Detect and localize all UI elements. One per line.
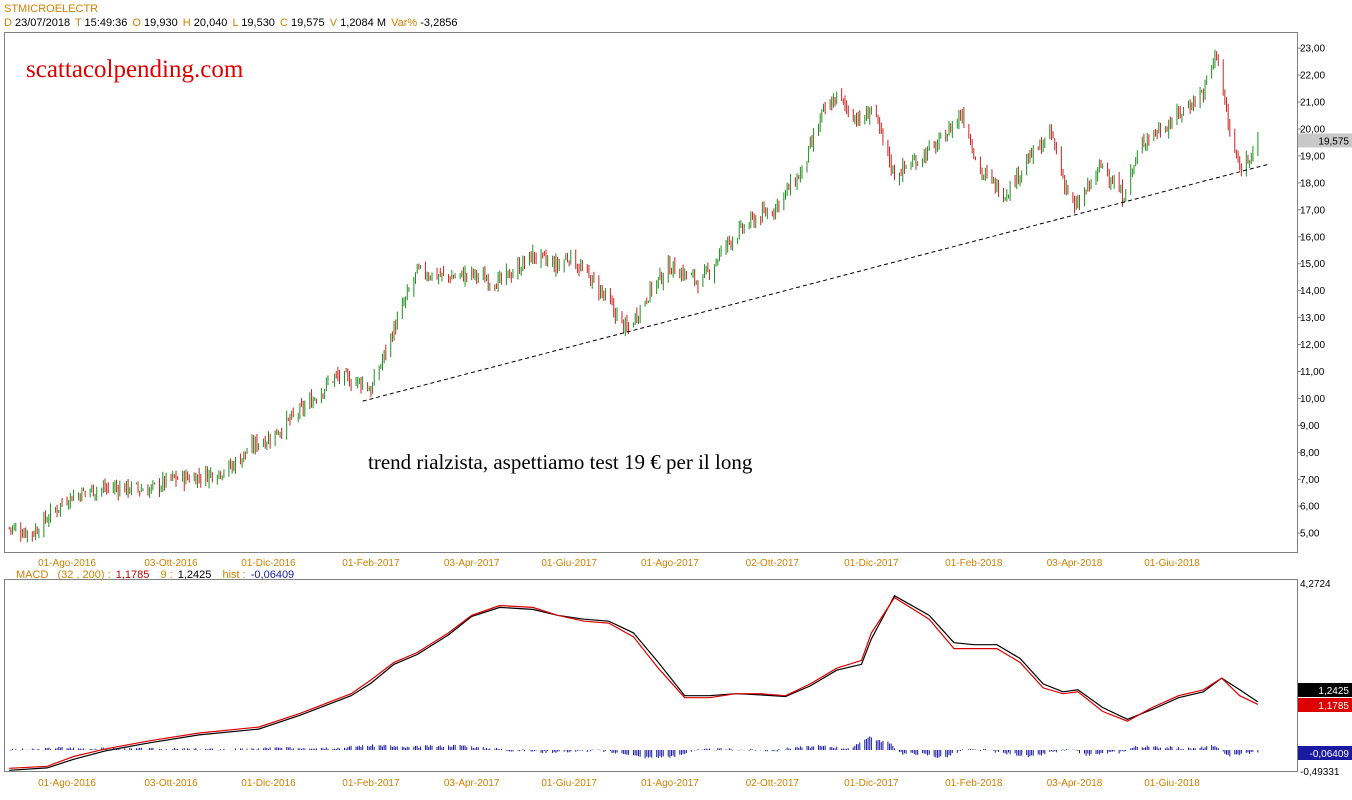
symbol-title: STMICROELECTR: [4, 3, 99, 15]
macd-date-label: 01-Dic-2016: [241, 778, 296, 789]
price-tick-label: 17,00: [1300, 205, 1325, 216]
trendline-layer: [362, 163, 1270, 402]
price-date-label: 01-Feb-2018: [945, 558, 1003, 569]
price-tick-label: 8,00: [1300, 448, 1320, 459]
website-watermark: scattacolpending.com: [26, 56, 244, 83]
price-date-label: 01-Ago-2017: [641, 558, 699, 569]
price-date-label: 01-Dic-2017: [844, 558, 899, 569]
price-date-label: 03-Ott-2016: [144, 558, 198, 569]
macd-label: MACD: [16, 569, 49, 581]
close-value: 19,575: [291, 17, 325, 29]
last-price-badge-bg: [1298, 133, 1352, 148]
hist-value-badge-bg: [1298, 746, 1352, 760]
macd-max-label: 4,2724: [1300, 579, 1331, 590]
macd-date-label: 03-Ott-2016: [144, 778, 198, 789]
macd-params: (32 , 200) :: [57, 569, 111, 581]
macd-hist-label: hist :: [222, 569, 246, 581]
price-tick-label: 20,00: [1300, 124, 1325, 135]
macd-axis: 4,2724 -0,49331: [1300, 579, 1340, 778]
price-date-label: 01-Feb-2017: [342, 558, 400, 569]
price-date-label: 01-Giu-2017: [541, 558, 597, 569]
close-label: C: [280, 17, 288, 29]
price-date-label: 01-Ago-2016: [38, 558, 96, 569]
date-value: 23/07/2018: [15, 17, 71, 29]
price-tick-label: 23,00: [1300, 44, 1325, 55]
macd-value-badge: 1,1785: [1318, 701, 1349, 712]
signal-value-badge: 1,2425: [1318, 686, 1349, 697]
price-panel-frame: [4, 32, 1298, 553]
price-tick-label: 12,00: [1300, 340, 1325, 351]
macd-min-label: -0,49331: [1300, 767, 1340, 778]
macd-line: [9, 596, 1259, 769]
chart-comment: trend rialzista, aspettiamo test 19 € pe…: [368, 450, 753, 474]
open-value: 19,930: [144, 17, 178, 29]
price-date-label: 03-Apr-2018: [1047, 558, 1103, 569]
price-date-label: 01-Dic-2016: [241, 558, 296, 569]
volume-label: V: [329, 17, 338, 29]
price-tick-label: 7,00: [1300, 475, 1320, 486]
macd-date-label: 01-Dic-2017: [844, 778, 899, 789]
price-tick-label: 14,00: [1300, 286, 1325, 297]
time-label: T: [74, 17, 82, 29]
macd-date-label: 01-Giu-2017: [541, 778, 597, 789]
macd-value: 1,1785: [115, 569, 150, 581]
volume-value: 1,2084 M: [340, 17, 387, 29]
ohlc-summary: D 23/07/2018 T 15:49:36 O 19,930 H 20,04…: [4, 17, 458, 30]
price-tick-label: 6,00: [1300, 502, 1320, 513]
macd-signal-value: 1,2425: [177, 569, 212, 581]
signal-line: [9, 594, 1259, 771]
price-tick-label: 22,00: [1300, 71, 1325, 82]
price-axis: 5,00 6,00 7,00 8,00 9,00 10,00 11,00 12,00 13,00…: [1297, 44, 1325, 540]
date-axis: 01-Ago-2016 01-Ago-2016 03-Ott-2016 03-Ott-…: [38, 558, 1200, 789]
macd-date-label: 01-Ago-2016: [38, 778, 96, 789]
value-badges: 19,575 1,2425 1,1785 -0,06409: [1298, 133, 1352, 760]
low-value: 19,530: [241, 17, 275, 29]
price-date-label: 01-Giu-2018: [1144, 558, 1200, 569]
macd-value-badge-bg: [1298, 698, 1352, 712]
price-tick-label: 13,00: [1300, 313, 1325, 324]
support-trendline: [362, 163, 1270, 402]
price-date-label: 02-Ott-2017: [746, 558, 800, 569]
price-tick-label: 5,00: [1300, 529, 1320, 540]
var-value: -3,2856: [420, 17, 458, 29]
macd-signal-period: 9 :: [160, 569, 173, 581]
macd-date-label: 01-Feb-2017: [342, 778, 400, 789]
macd-panel-frame: [4, 579, 1298, 772]
macd-date-label: 03-Apr-2018: [1047, 778, 1103, 789]
hist-value-badge: -0,06409: [1310, 749, 1350, 760]
candles-layer: [8, 49, 1259, 543]
price-tick-label: 15,00: [1300, 259, 1325, 270]
last-price-badge: 19,575: [1318, 136, 1349, 147]
macd-date-label: 01-Feb-2018: [945, 778, 1003, 789]
macd-date-label: 01-Giu-2018: [1144, 778, 1200, 789]
macd-hist-value: -0,06409: [250, 569, 295, 581]
price-tick-label: 16,00: [1300, 232, 1325, 243]
macd-date-label: 02-Ott-2017: [746, 778, 800, 789]
macd-layer: [8, 594, 1259, 771]
price-tick-label: 9,00: [1300, 421, 1320, 432]
signal-value-badge-bg: [1298, 683, 1352, 697]
price-tick-label: 19,00: [1300, 151, 1325, 162]
price-tick-label: 10,00: [1300, 394, 1325, 405]
price-tick-label: 18,00: [1300, 178, 1325, 189]
macd-date-label: 03-Apr-2017: [444, 778, 500, 789]
price-tick-label: 11,00: [1300, 367, 1325, 378]
date-label: D: [4, 17, 12, 29]
high-label: H: [182, 17, 191, 29]
macd-header: MACD (32 , 200) : 1,1785 9 : 1,2425 hist…: [16, 569, 294, 582]
var-label: Var%: [391, 17, 418, 29]
price-date-label: 03-Apr-2017: [444, 558, 500, 569]
high-value: 20,040: [193, 17, 228, 29]
open-label: O: [132, 17, 141, 29]
low-label: L: [232, 17, 239, 29]
time-value: 15:49:36: [84, 17, 128, 29]
macd-date-label: 01-Ago-2017: [641, 778, 699, 789]
price-tick-label: 21,00: [1300, 98, 1325, 109]
